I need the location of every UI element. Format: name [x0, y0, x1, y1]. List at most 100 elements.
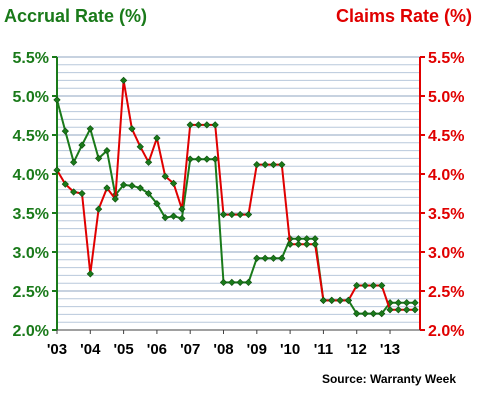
data-point-right — [70, 188, 78, 196]
data-point-left — [403, 299, 411, 307]
data-point-right — [353, 281, 361, 290]
data-point-right — [119, 76, 128, 85]
data-point-right — [378, 281, 386, 290]
data-point-left — [253, 254, 261, 262]
data-point-right — [336, 296, 344, 304]
data-point-right — [303, 240, 311, 248]
right-y-tick-label: 5.0% — [428, 89, 464, 106]
data-point-right — [128, 125, 136, 133]
data-point-left — [203, 155, 211, 163]
data-point-left — [119, 181, 128, 189]
data-point-left — [186, 155, 194, 163]
data-point-left — [278, 254, 286, 262]
data-point-right — [278, 161, 286, 169]
data-point-left — [236, 278, 244, 287]
data-point-right — [53, 166, 61, 174]
left-y-tick-label: 5.5% — [13, 50, 49, 67]
data-point-left — [194, 155, 203, 163]
x-tick-label: '06 — [147, 341, 167, 358]
left-y-tick-label: 3.0% — [13, 245, 49, 262]
data-point-right — [411, 306, 419, 314]
data-point-right — [86, 270, 94, 278]
data-point-left — [394, 299, 402, 307]
source-note: Source: Warranty Week — [321, 372, 456, 386]
x-tick-label: '03 — [47, 341, 67, 358]
data-point-left — [269, 254, 278, 262]
x-tick-label: '12 — [347, 341, 367, 358]
data-point-left — [244, 278, 253, 287]
data-point-right — [319, 296, 328, 304]
data-point-left — [169, 212, 178, 220]
data-point-right — [386, 306, 394, 314]
left-y-tick-label: 3.5% — [13, 206, 49, 223]
data-point-left — [361, 309, 369, 318]
right-y-tick-label: 2.0% — [428, 323, 464, 340]
data-point-right — [103, 184, 111, 192]
left-y-tick-label: 5.0% — [13, 89, 49, 106]
data-point-right — [194, 121, 203, 129]
data-point-left — [153, 200, 161, 208]
data-point-right — [344, 296, 353, 304]
data-point-right — [294, 240, 303, 248]
data-point-left — [353, 309, 361, 318]
data-point-left — [178, 214, 186, 223]
data-point-right — [95, 205, 103, 213]
data-point-left — [136, 184, 144, 192]
x-tick-label: '09 — [247, 341, 267, 358]
data-point-right — [61, 180, 69, 188]
data-point-right — [211, 121, 219, 129]
data-point-left — [70, 158, 78, 166]
data-point-right — [136, 143, 144, 151]
data-point-right — [169, 179, 178, 187]
data-point-right — [286, 240, 294, 248]
data-point-right — [261, 161, 269, 169]
data-point-left — [219, 278, 228, 287]
data-point-right — [203, 121, 211, 129]
data-point-right — [78, 189, 86, 198]
data-point-right — [178, 205, 186, 213]
data-point-left — [128, 182, 136, 190]
data-point-left — [78, 141, 86, 149]
data-point-right — [328, 296, 336, 304]
data-point-right — [186, 121, 194, 129]
data-point-right — [403, 306, 411, 314]
data-point-right — [311, 240, 319, 248]
right-axis-title: Claims Rate (%) — [335, 6, 472, 26]
data-point-right — [228, 210, 236, 219]
left-axis-title: Accrual Rate (%) — [4, 6, 148, 26]
data-point-left — [411, 299, 419, 307]
data-point-right — [361, 281, 369, 290]
x-tick-label: '08 — [213, 341, 233, 358]
data-point-right — [111, 195, 119, 203]
data-point-right — [161, 172, 169, 180]
data-point-left — [86, 125, 94, 133]
x-tick-label: '07 — [180, 341, 200, 358]
left-y-tick-label: 2.0% — [13, 323, 49, 340]
data-point-left — [95, 154, 103, 163]
series-line-right — [56, 80, 415, 311]
data-point-right — [219, 210, 228, 219]
data-point-left — [369, 309, 378, 318]
x-tick-label: '11 — [314, 341, 333, 358]
data-point-left — [144, 189, 153, 198]
right-y-tick-label: 5.5% — [428, 50, 464, 67]
data-point-left — [103, 146, 111, 155]
data-point-left — [228, 278, 236, 287]
right-y-tick-label: 4.5% — [428, 128, 464, 145]
data-point-left — [378, 309, 386, 318]
right-y-tick-label: 3.5% — [428, 206, 464, 223]
x-tick-label: '04 — [80, 341, 101, 358]
data-point-right — [244, 210, 253, 219]
data-point-right — [153, 134, 161, 142]
data-point-right — [269, 161, 278, 169]
data-point-right — [394, 306, 402, 314]
data-point-right — [369, 281, 378, 290]
x-tick-label: '13 — [380, 341, 400, 358]
data-point-left — [61, 127, 69, 135]
right-y-tick-label: 3.0% — [428, 245, 464, 262]
right-y-tick-label: 2.5% — [428, 284, 464, 301]
right-y-tick-label: 4.0% — [428, 167, 464, 184]
left-y-tick-label: 2.5% — [13, 284, 49, 301]
data-point-right — [144, 158, 153, 166]
data-point-left — [53, 96, 61, 104]
